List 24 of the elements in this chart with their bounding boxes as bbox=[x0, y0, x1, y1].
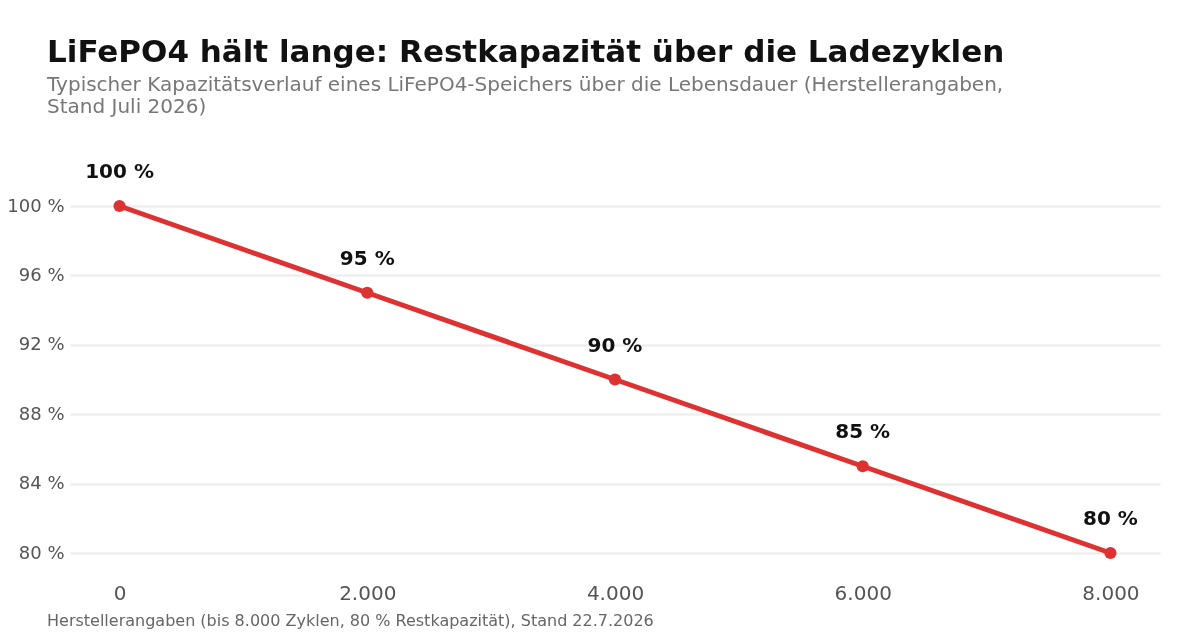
chart-subtitle: Typischer Kapazitätsverlauf eines LiFePO4-Speichers über die Lebensdauer (Herstellerangaben, Stand Juli 2026) bbox=[46, 72, 1004, 118]
point bbox=[1104, 546, 1117, 560]
text: Herstellerangaben (bis 8.000 Zyklen, 80 % Restkapazität), Stand 22.7.2026 bbox=[47, 611, 654, 630]
point bbox=[361, 286, 374, 299]
data-label: 95 % bbox=[339, 245, 395, 270]
x-tick-label: 2.000 bbox=[339, 580, 397, 605]
x-tick-label: 6.000 bbox=[834, 580, 892, 605]
point bbox=[856, 460, 869, 473]
y-tick-label: 80 % bbox=[18, 541, 65, 563]
y-tick-label: 96 % bbox=[18, 263, 65, 285]
x-tick-label: 8.000 bbox=[1082, 580, 1140, 605]
y-tick-label: 88 % bbox=[18, 402, 65, 424]
x-tick-label: 0 bbox=[113, 580, 127, 605]
y-tick-label: 92 % bbox=[18, 333, 65, 355]
data-label: 90 % bbox=[587, 332, 643, 357]
data-label: 100 % bbox=[85, 159, 154, 183]
data-label: 80 % bbox=[1083, 506, 1138, 530]
y-tick-label: 100 % bbox=[7, 194, 65, 216]
point bbox=[113, 199, 126, 213]
point bbox=[608, 373, 622, 386]
chart-title: LiFePO4 hält lange: Restkapazität über die Ladezyklen bbox=[47, 33, 1005, 69]
data-label: 85 % bbox=[835, 419, 891, 444]
x-tick-label: 4.000 bbox=[586, 580, 645, 605]
y-tick-label: 84 % bbox=[18, 472, 65, 494]
